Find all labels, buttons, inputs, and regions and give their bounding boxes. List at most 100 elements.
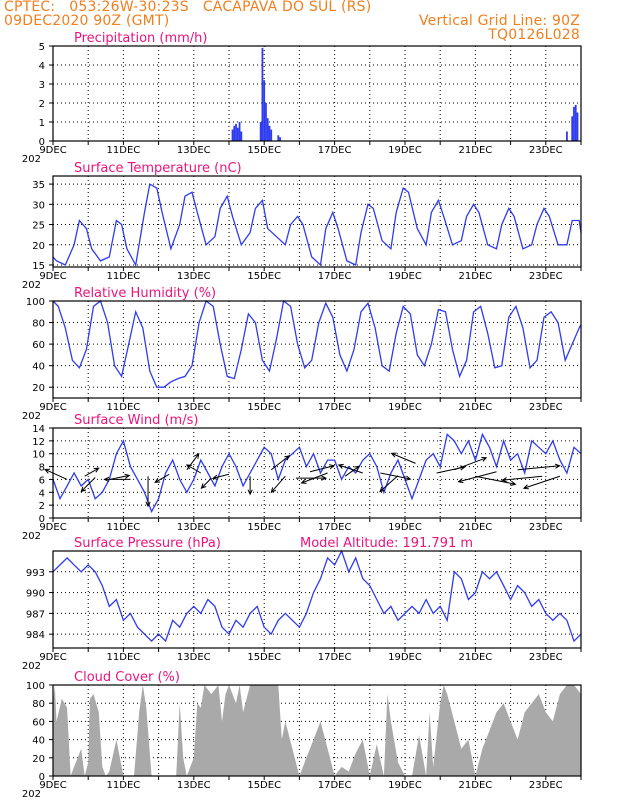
y-tick-label: 80 xyxy=(32,319,45,330)
series-line xyxy=(52,549,582,643)
x-tick-label: 21DEC xyxy=(459,522,493,533)
y-tick-label: 35 xyxy=(32,180,45,191)
panel-title: Surface Pressure (hPa) xyxy=(74,536,221,551)
panel-frame xyxy=(52,550,582,649)
y-tick-label: 40 xyxy=(32,736,45,747)
wind-arrow xyxy=(300,472,328,484)
y-tick-label: 60 xyxy=(32,340,45,351)
x-tick-label: 17DEC xyxy=(318,652,352,663)
y-tick-label: 3 xyxy=(39,80,45,91)
wind-arrow xyxy=(522,475,561,490)
x-tick-label: 17DEC xyxy=(318,271,352,282)
x-tick-label: 17DEC xyxy=(318,522,352,533)
cloud-cover-area xyxy=(53,685,581,776)
precip-bar xyxy=(263,80,266,141)
x-corner-label: 202 xyxy=(22,154,41,165)
wind-arrow xyxy=(454,456,488,471)
y-tick-label: 2 xyxy=(39,501,45,512)
wind-arrow xyxy=(501,475,543,483)
y-tick-label: 25 xyxy=(32,221,45,232)
y-tick-label: 14 xyxy=(32,424,45,435)
precip-bar xyxy=(265,103,267,141)
wind-arrow xyxy=(270,475,286,494)
wind-arrow xyxy=(390,452,416,464)
x-tick-label: 11DEC xyxy=(107,780,141,791)
x-tick-label: 23DEC xyxy=(529,271,563,282)
x-tick-label: 11DEC xyxy=(107,522,141,533)
wind-arrow xyxy=(457,471,497,484)
x-corner-label: 202 xyxy=(22,411,41,422)
wind-arrow xyxy=(344,465,361,477)
panel-title: Surface Temperature (nC) xyxy=(74,161,242,176)
y-tick-label: 60 xyxy=(32,717,45,728)
x-tick-label: 9DEC xyxy=(39,145,66,156)
precip-bar xyxy=(266,118,269,141)
panel-title: Precipitation (mm/h) xyxy=(74,31,207,46)
x-tick-label: 13DEC xyxy=(177,522,211,533)
wind-arrow xyxy=(475,475,517,486)
wind-arrow xyxy=(270,455,291,471)
y-tick-label: 984 xyxy=(26,630,45,641)
precip-bar xyxy=(240,131,243,141)
panel-2: 15 20 25 30 35 9DEC 11DEC 13DEC 15DEC 17DEC 19DEC 2… xyxy=(22,161,582,291)
x-corner-label: 202 xyxy=(22,661,41,672)
precip-bar xyxy=(238,122,241,141)
y-tick-label: 40 xyxy=(32,362,45,373)
x-tick-label: 13DEC xyxy=(177,271,211,282)
y-tick-label: 1 xyxy=(39,118,45,129)
wind-arrow xyxy=(247,476,253,496)
x-tick-label: 23DEC xyxy=(529,522,563,533)
x-corner-label: 202 xyxy=(22,280,41,291)
x-tick-label: 17DEC xyxy=(318,145,352,156)
precip-bar xyxy=(231,129,234,141)
y-tick-label: 990 xyxy=(26,589,45,600)
y-tick-label: 8 xyxy=(39,463,45,474)
wind-arrow xyxy=(436,465,466,474)
x-tick-label: 15DEC xyxy=(247,780,281,791)
x-tick-label: 13DEC xyxy=(177,402,211,413)
panel-6: 0 20 40 60 80 100 9DEC 11DEC 13DEC 15DEC 17DEC 19DE… xyxy=(22,670,582,800)
y-tick-label: 0 xyxy=(39,137,45,148)
wind-arrow xyxy=(200,477,212,489)
x-tick-label: 9DEC xyxy=(39,522,66,533)
precip-bar xyxy=(574,104,577,141)
y-tick-label: 80 xyxy=(32,699,45,710)
panel-3: 20 40 60 80 100 9DEC 11DEC 13DEC 15DEC 17DEC 19DEC… xyxy=(22,286,582,422)
wind-arrow xyxy=(80,477,96,493)
x-tick-label: 15DEC xyxy=(247,271,281,282)
x-tick-label: 11DEC xyxy=(107,652,141,663)
y-tick-label: 5 xyxy=(39,42,45,53)
x-tick-label: 17DEC xyxy=(318,402,352,413)
x-tick-label: 23DEC xyxy=(529,402,563,413)
x-tick-label: 11DEC xyxy=(107,402,141,413)
precip-bar xyxy=(277,135,280,141)
y-tick-label: 0 xyxy=(39,772,45,783)
precip-bar xyxy=(259,122,262,141)
x-tick-label: 15DEC xyxy=(247,522,281,533)
y-tick-label: 20 xyxy=(32,754,45,765)
x-tick-label: 15DEC xyxy=(247,652,281,663)
x-tick-label: 19DEC xyxy=(388,780,422,791)
x-tick-label: 9DEC xyxy=(39,780,66,791)
x-tick-label: 13DEC xyxy=(177,780,211,791)
panel-title: Relative Humidity (%) xyxy=(74,286,216,301)
y-tick-label: 4 xyxy=(39,488,45,499)
wind-arrow xyxy=(211,473,230,480)
header-model-id: TQ0126L028 xyxy=(488,27,580,43)
wind-arrow xyxy=(109,473,131,480)
y-tick-label: 993 xyxy=(26,568,45,579)
series-line xyxy=(52,432,582,514)
x-tick-label: 15DEC xyxy=(247,145,281,156)
x-tick-label: 9DEC xyxy=(39,402,66,413)
y-tick-label: 100 xyxy=(26,297,45,308)
x-tick-label: 21DEC xyxy=(459,780,493,791)
precip-bar xyxy=(573,106,575,141)
x-tick-label: 15DEC xyxy=(247,402,281,413)
wind-arrow xyxy=(379,475,399,493)
y-tick-label: 30 xyxy=(32,200,45,211)
x-corner-label: 202 xyxy=(22,789,41,800)
x-tick-label: 19DEC xyxy=(388,652,422,663)
x-tick-label: 13DEC xyxy=(177,652,211,663)
y-tick-label: 6 xyxy=(39,475,45,486)
